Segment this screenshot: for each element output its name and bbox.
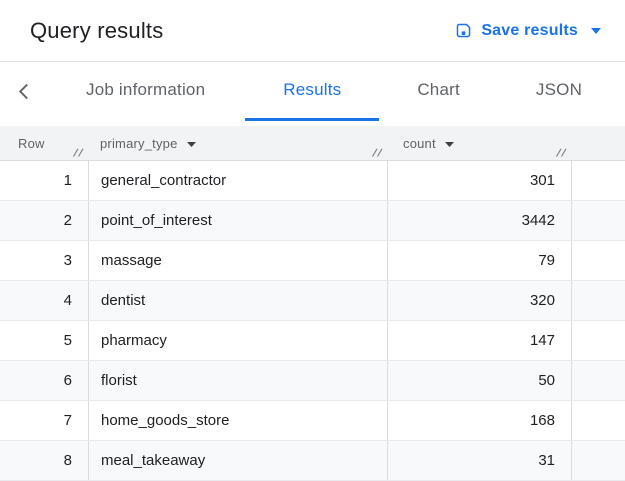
column-menu-caret-icon[interactable] bbox=[186, 141, 196, 147]
filler-cell bbox=[572, 281, 625, 320]
count-cell: 31 bbox=[388, 441, 572, 480]
primary-type-cell: home_goods_store bbox=[89, 401, 388, 440]
count-cell: 147 bbox=[388, 321, 572, 360]
primary-type-cell: general_contractor bbox=[89, 161, 388, 200]
row-number-cell: 2 bbox=[0, 201, 89, 240]
column-label: primary_type bbox=[100, 135, 178, 151]
table-row: 6 florist 50 bbox=[0, 361, 625, 401]
save-results-button[interactable]: Save results bbox=[453, 18, 603, 44]
count-cell: 301 bbox=[388, 161, 572, 200]
filler-cell bbox=[572, 321, 625, 360]
primary-type-cell: florist bbox=[89, 361, 388, 400]
save-dropdown-caret-icon bbox=[591, 27, 601, 34]
back-chevron-button[interactable] bbox=[0, 62, 46, 121]
count-cell: 79 bbox=[388, 241, 572, 280]
primary-type-cell: massage bbox=[89, 241, 388, 280]
row-number-cell: 7 bbox=[0, 401, 89, 440]
table-row: 1 general_contractor 301 bbox=[0, 161, 625, 201]
filler-cell bbox=[572, 441, 625, 480]
tab-job-information[interactable]: Job information bbox=[46, 62, 245, 121]
row-number-cell: 4 bbox=[0, 281, 89, 320]
row-number-cell: 1 bbox=[0, 161, 89, 200]
table-row: 2 point_of_interest 3442 bbox=[0, 201, 625, 241]
table-header-row: Row primary_type count bbox=[0, 126, 625, 161]
tab-chart[interactable]: Chart bbox=[379, 62, 498, 121]
primary-type-cell: dentist bbox=[89, 281, 388, 320]
count-cell: 50 bbox=[388, 361, 572, 400]
column-resize-handle[interactable] bbox=[555, 148, 568, 157]
table-row: 4 dentist 320 bbox=[0, 281, 625, 321]
table-row: 7 home_goods_store 168 bbox=[0, 401, 625, 441]
row-number-cell: 5 bbox=[0, 321, 89, 360]
row-number-cell: 8 bbox=[0, 441, 89, 480]
row-number-cell: 6 bbox=[0, 361, 89, 400]
column-header-count: count bbox=[388, 126, 572, 160]
filler-cell bbox=[572, 161, 625, 200]
results-table: Row primary_type count 1 g bbox=[0, 126, 625, 481]
column-header-primary-type: primary_type bbox=[89, 126, 388, 160]
column-header-row: Row bbox=[0, 126, 89, 160]
column-header-filler bbox=[572, 126, 625, 160]
tab-json[interactable]: JSON bbox=[498, 62, 620, 121]
tab-results[interactable]: Results bbox=[245, 62, 380, 121]
column-label: count bbox=[403, 135, 436, 151]
column-resize-handle[interactable] bbox=[72, 148, 85, 157]
chevron-left-icon bbox=[18, 83, 29, 100]
column-label: Row bbox=[18, 135, 45, 151]
primary-type-cell: meal_takeaway bbox=[89, 441, 388, 480]
filler-cell bbox=[572, 201, 625, 240]
filler-cell bbox=[572, 361, 625, 400]
count-cell: 168 bbox=[388, 401, 572, 440]
row-number-cell: 3 bbox=[0, 241, 89, 280]
filler-cell bbox=[572, 241, 625, 280]
column-resize-handle[interactable] bbox=[371, 148, 384, 157]
filler-cell bbox=[572, 401, 625, 440]
primary-type-cell: pharmacy bbox=[89, 321, 388, 360]
table-row: 5 pharmacy 147 bbox=[0, 321, 625, 361]
table-row: 3 massage 79 bbox=[0, 241, 625, 281]
primary-type-cell: point_of_interest bbox=[89, 201, 388, 240]
table-body: 1 general_contractor 301 2 point_of_inte… bbox=[0, 161, 625, 481]
column-menu-caret-icon[interactable] bbox=[444, 141, 454, 147]
tabbar: Job information Results Chart JSON bbox=[0, 62, 625, 126]
table-row: 8 meal_takeaway 31 bbox=[0, 441, 625, 481]
page-title: Query results bbox=[30, 17, 164, 43]
count-cell: 320 bbox=[388, 281, 572, 320]
titlebar: Query results Save results bbox=[0, 0, 625, 62]
count-cell: 3442 bbox=[388, 201, 572, 240]
save-icon bbox=[455, 22, 472, 39]
save-results-label: Save results bbox=[481, 21, 578, 39]
